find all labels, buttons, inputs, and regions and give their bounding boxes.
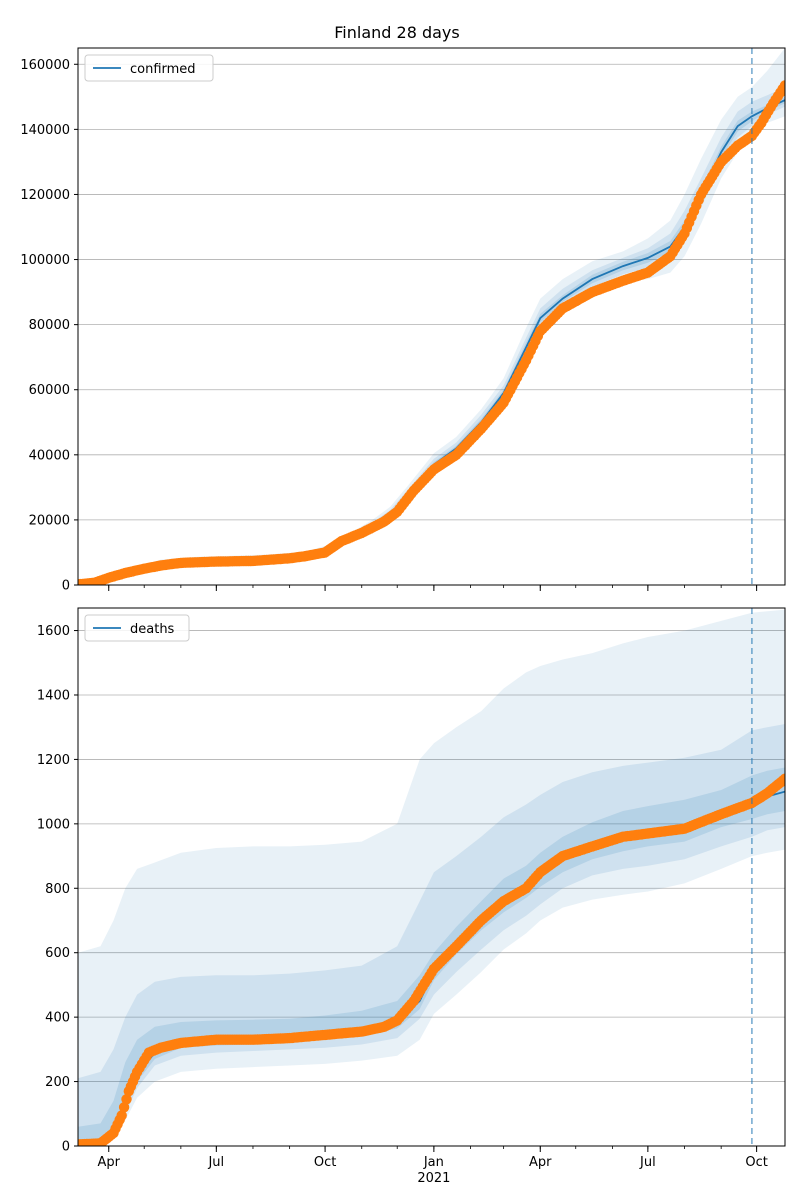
y-tick-label: 80000 xyxy=(29,318,70,333)
x-tick-label: Jan xyxy=(423,1155,444,1170)
observed-point xyxy=(121,1094,132,1105)
x-tick-label: Apr xyxy=(529,1155,552,1170)
y-tick-label: 400 xyxy=(45,1011,70,1026)
legend-box xyxy=(84,614,190,642)
y-tick-label: 1400 xyxy=(37,688,70,703)
confidence-band-outer xyxy=(78,609,785,1146)
legend-label: confirmed xyxy=(130,62,196,77)
legend-box xyxy=(84,54,214,82)
legend-label: deaths xyxy=(130,622,175,637)
plot-area xyxy=(78,48,785,585)
x-tick-label: Jul xyxy=(207,1155,224,1170)
y-tick-label: 20000 xyxy=(29,513,70,528)
axes-frame xyxy=(77,47,786,586)
observed-markers xyxy=(78,80,785,585)
panel-deaths: 0 200 400 600 800 1000 1200 1400 1600 Apr Jul Oct Ja… xyxy=(37,607,786,1186)
y-tick-label: 0 xyxy=(62,1140,70,1155)
x-tick-label: Jul xyxy=(639,1155,656,1170)
chart-title: Finland 28 days xyxy=(334,23,459,42)
y-tick-label: 40000 xyxy=(29,448,70,463)
y-tick-label: 0 xyxy=(62,579,70,594)
plot-area xyxy=(78,609,785,1146)
x-tick-label: Oct xyxy=(314,1155,336,1170)
y-tick-label: 120000 xyxy=(20,188,70,203)
y-tick-label: 60000 xyxy=(29,383,70,398)
y-tick-label: 1000 xyxy=(37,817,70,832)
observed-point xyxy=(116,1110,127,1121)
y-tick-label: 200 xyxy=(45,1075,70,1090)
y-tick-label: 1200 xyxy=(37,753,70,768)
confidence-band-inner xyxy=(78,767,785,1145)
y-tick-label: 800 xyxy=(45,882,70,897)
x-tick-label: Oct xyxy=(745,1155,767,1170)
y-tick-label: 140000 xyxy=(20,123,70,138)
observed-point xyxy=(779,773,785,784)
y-tick-label: 100000 xyxy=(20,253,70,268)
y-tick-label: 1600 xyxy=(37,624,70,639)
y-tick-label: 600 xyxy=(45,946,70,961)
x-tick-label: Apr xyxy=(97,1155,120,1170)
observed-point xyxy=(118,1102,130,1113)
observed-point xyxy=(779,80,785,91)
x-tick-label: 2021 xyxy=(417,1171,450,1186)
panel-confirmed: 0 20000 40000 60000 80000 100000 120000 140000 1… xyxy=(20,47,786,594)
axes-frame xyxy=(77,607,786,1147)
y-tick-label: 160000 xyxy=(20,58,70,73)
observed-markers xyxy=(78,773,785,1146)
